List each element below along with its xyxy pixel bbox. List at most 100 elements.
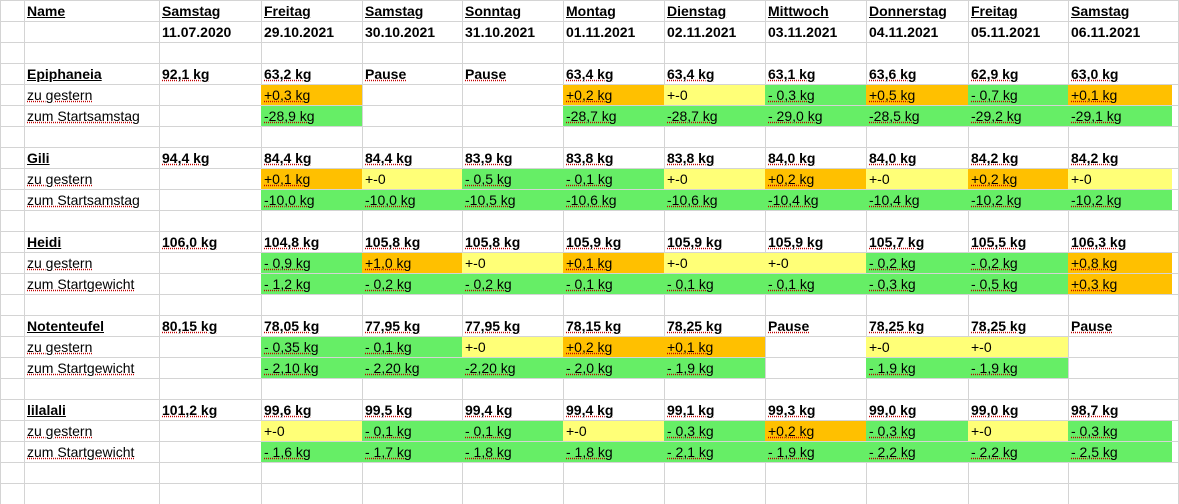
weight-cell[interactable]: 63,2 kg bbox=[264, 66, 312, 82]
change-start-cell[interactable]: - 0,1 kg bbox=[765, 274, 866, 294]
weight-cell[interactable]: 99,6 kg bbox=[264, 402, 312, 418]
weight-cell[interactable]: 105,7 kg bbox=[869, 234, 925, 250]
change-yesterday-cell[interactable]: +-0 bbox=[968, 421, 1068, 441]
change-start-cell[interactable]: - 1,9 kg bbox=[968, 358, 1068, 378]
header-date-cell[interactable]: 04.11.2021 bbox=[869, 24, 939, 40]
weight-cell[interactable]: 104,8 kg bbox=[264, 234, 320, 250]
weight-cell[interactable]: 84,4 kg bbox=[264, 150, 312, 166]
change-start-cell[interactable]: - 0,1 kg bbox=[664, 274, 765, 294]
change-start-cell[interactable]: - 1,7 kg bbox=[362, 442, 462, 462]
change-yesterday-cell[interactable]: +0,1 kg bbox=[664, 337, 765, 357]
weight-cell[interactable]: 78,05 kg bbox=[264, 318, 320, 334]
weight-cell[interactable]: 83,9 kg bbox=[465, 150, 513, 166]
row-label-cell[interactable]: zum Startgewicht bbox=[27, 360, 135, 376]
weight-cell[interactable]: 105,9 kg bbox=[667, 234, 723, 250]
header-day-cell[interactable]: Montag bbox=[566, 3, 616, 19]
change-start-cell[interactable] bbox=[159, 358, 261, 378]
change-yesterday-cell[interactable]: - 0,3 kg bbox=[664, 421, 765, 441]
weight-cell[interactable]: 98,7 kg bbox=[1071, 402, 1119, 418]
weight-cell[interactable]: 106,3 kg bbox=[1071, 234, 1127, 250]
weight-cell[interactable]: 62,9 kg bbox=[971, 66, 1019, 82]
change-start-cell[interactable]: - 2,1 kg bbox=[664, 442, 765, 462]
change-start-cell[interactable]: -10,0 kg bbox=[261, 190, 362, 210]
header-date-cell[interactable]: 31.10.2021 bbox=[465, 24, 536, 40]
header-date-cell[interactable]: 01.11.2021 bbox=[566, 24, 636, 40]
change-yesterday-cell[interactable]: +0,3 kg bbox=[261, 85, 362, 105]
change-start-cell[interactable]: - 0,3 kg bbox=[866, 274, 968, 294]
weight-cell[interactable]: 63,4 kg bbox=[667, 66, 715, 82]
change-start-cell[interactable]: - 1,9 kg bbox=[664, 358, 765, 378]
header-day-cell[interactable]: Freitag bbox=[264, 3, 311, 19]
change-start-cell[interactable]: - 29,0 kg bbox=[765, 106, 866, 126]
change-start-cell[interactable]: -29,2 kg bbox=[968, 106, 1068, 126]
person-name-cell[interactable]: lilalali bbox=[27, 402, 66, 418]
weight-cell[interactable]: 78,25 kg bbox=[869, 318, 925, 334]
change-start-cell[interactable]: - 1,9 kg bbox=[866, 358, 968, 378]
weight-cell[interactable]: 106,0 kg bbox=[162, 234, 218, 250]
change-yesterday-cell[interactable]: +0,2 kg bbox=[563, 337, 664, 357]
change-start-cell[interactable]: -10,2 kg bbox=[968, 190, 1068, 210]
change-yesterday-cell[interactable]: +-0 bbox=[968, 337, 1068, 357]
person-name-cell[interactable]: Notenteufel bbox=[27, 318, 104, 334]
change-start-cell[interactable]: - 1,2 kg bbox=[261, 274, 362, 294]
change-start-cell[interactable]: - 2,10 kg bbox=[261, 358, 362, 378]
change-yesterday-cell[interactable]: - 0,35 kg bbox=[261, 337, 362, 357]
row-label-cell[interactable]: zum Startgewicht bbox=[27, 276, 135, 292]
weight-cell[interactable]: 105,5 kg bbox=[971, 234, 1027, 250]
change-yesterday-cell[interactable]: +-0 bbox=[664, 169, 765, 189]
change-yesterday-cell[interactable]: - 0,1 kg bbox=[462, 421, 563, 441]
weight-cell[interactable]: 77,95 kg bbox=[365, 318, 421, 334]
weight-cell[interactable]: 63,6 kg bbox=[869, 66, 917, 82]
change-yesterday-cell[interactable] bbox=[159, 169, 261, 189]
weight-cell[interactable]: 101,2 kg bbox=[162, 402, 218, 418]
weight-cell[interactable]: 63,0 kg bbox=[1071, 66, 1119, 82]
change-yesterday-cell[interactable] bbox=[159, 337, 261, 357]
header-day-cell[interactable]: Freitag bbox=[971, 3, 1018, 19]
change-yesterday-cell[interactable]: +-0 bbox=[362, 169, 462, 189]
change-yesterday-cell[interactable] bbox=[462, 85, 563, 105]
weight-cell[interactable]: 78,25 kg bbox=[667, 318, 723, 334]
change-start-cell[interactable]: -10,6 kg bbox=[563, 190, 664, 210]
change-start-cell[interactable]: - 1,6 kg bbox=[261, 442, 362, 462]
change-start-cell[interactable] bbox=[462, 106, 563, 126]
row-label-cell[interactable]: zu gestern bbox=[27, 339, 93, 355]
header-day-cell[interactable]: Dienstag bbox=[667, 3, 727, 19]
weight-cell[interactable]: 63,4 kg bbox=[566, 66, 614, 82]
change-yesterday-cell[interactable]: +-0 bbox=[462, 337, 563, 357]
change-yesterday-cell[interactable]: +1,0 kg bbox=[362, 253, 462, 273]
change-yesterday-cell[interactable]: +-0 bbox=[765, 253, 866, 273]
change-yesterday-cell[interactable]: +0,8 kg bbox=[1068, 253, 1172, 273]
change-yesterday-cell[interactable]: - 0,1 kg bbox=[563, 169, 664, 189]
header-day-cell[interactable]: Samstag bbox=[365, 3, 424, 19]
weight-cell[interactable]: 99,4 kg bbox=[465, 402, 513, 418]
change-start-cell[interactable] bbox=[1068, 358, 1172, 378]
weight-cell[interactable]: 92,1 kg bbox=[162, 66, 210, 82]
change-yesterday-cell[interactable]: +0,2 kg bbox=[968, 169, 1068, 189]
row-label-cell[interactable]: zu gestern bbox=[27, 87, 93, 103]
person-name-cell[interactable]: Gili bbox=[27, 150, 50, 166]
change-yesterday-cell[interactable]: +0,2 kg bbox=[563, 85, 664, 105]
weight-cell[interactable]: 105,9 kg bbox=[768, 234, 824, 250]
change-start-cell[interactable] bbox=[159, 274, 261, 294]
change-start-cell[interactable] bbox=[765, 358, 866, 378]
change-start-cell[interactable]: -28,7 kg bbox=[664, 106, 765, 126]
change-yesterday-cell[interactable]: +-0 bbox=[664, 85, 765, 105]
header-day-cell[interactable]: Samstag bbox=[1071, 3, 1130, 19]
change-yesterday-cell[interactable] bbox=[159, 421, 261, 441]
weight-cell[interactable]: 105,9 kg bbox=[566, 234, 622, 250]
person-name-cell[interactable]: Epiphaneia bbox=[27, 66, 102, 82]
change-yesterday-cell[interactable]: - 0,2 kg bbox=[866, 253, 968, 273]
change-yesterday-cell[interactable]: +0,5 kg bbox=[866, 85, 968, 105]
change-start-cell[interactable]: -10,2 kg bbox=[1068, 190, 1172, 210]
change-yesterday-cell[interactable]: - 0,5 kg bbox=[462, 169, 563, 189]
change-yesterday-cell[interactable]: +-0 bbox=[1068, 169, 1172, 189]
change-start-cell[interactable] bbox=[159, 442, 261, 462]
weight-cell[interactable]: 105,8 kg bbox=[365, 234, 421, 250]
change-yesterday-cell[interactable]: - 0,2 kg bbox=[968, 253, 1068, 273]
weight-cell[interactable]: 105,8 kg bbox=[465, 234, 521, 250]
header-day-cell[interactable]: Donnerstag bbox=[869, 3, 947, 19]
change-yesterday-cell[interactable] bbox=[362, 85, 462, 105]
weight-cell[interactable]: 77,95 kg bbox=[465, 318, 521, 334]
weight-cell[interactable]: 83,8 kg bbox=[566, 150, 614, 166]
